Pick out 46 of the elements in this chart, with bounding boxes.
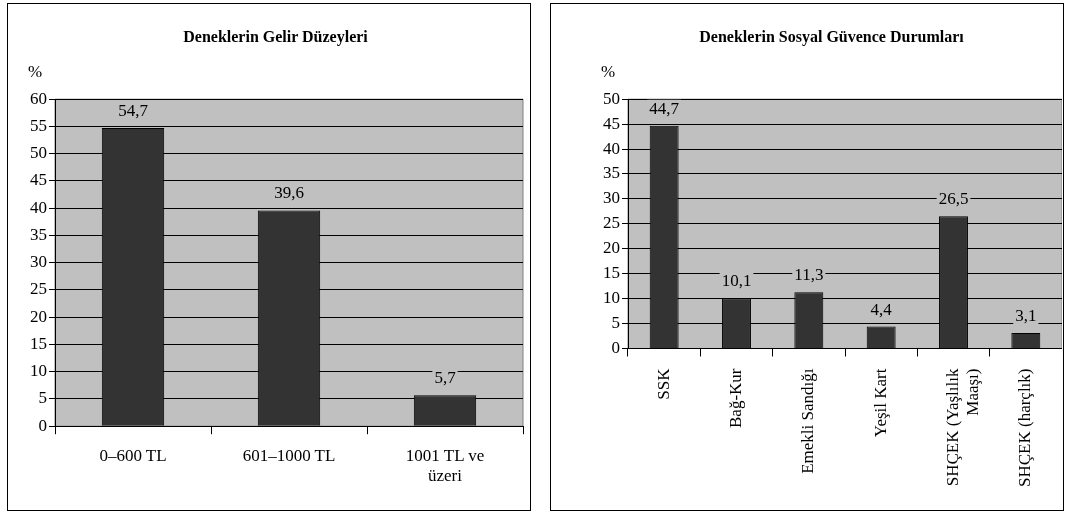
- x-tick-label: 1001 TL ve üzeri: [405, 445, 485, 486]
- x-tick-label: 0–600 TL: [99, 445, 167, 465]
- y-axis-title: %: [600, 62, 616, 82]
- y-tick-label: 20: [603, 238, 620, 258]
- x-tick-label: Emekli Sandığı: [798, 368, 818, 474]
- data-label: 39,6: [274, 183, 304, 203]
- data-label: 44,7: [649, 98, 680, 118]
- y-tick-label: 10: [603, 288, 620, 308]
- data-label: 10,1: [721, 271, 752, 291]
- data-label: 5,7: [434, 368, 457, 388]
- y-tick-label: 20: [30, 306, 47, 326]
- y-tick-label: 5: [38, 388, 47, 408]
- y-tick-label: 45: [30, 170, 47, 190]
- y-tick-label: 45: [603, 113, 620, 133]
- y-tick-label: 0: [38, 415, 47, 435]
- data-label: 26,5: [938, 189, 969, 209]
- x-tick-label: Yeşil Kart: [870, 368, 890, 438]
- data-label: 11,3: [794, 265, 824, 285]
- x-tick-label: SHÇEK (Yaşlılık Maaşı): [942, 368, 983, 487]
- y-tick-label: 15: [603, 263, 620, 283]
- data-label: 4,4: [870, 299, 893, 319]
- data-label: 3,1: [1015, 306, 1037, 326]
- y-tick-label: 30: [603, 188, 620, 208]
- y-tick-label: 35: [30, 224, 47, 244]
- y-tick-label: 10: [30, 361, 47, 381]
- y-tick-label: 35: [603, 163, 620, 183]
- y-tick-label: 25: [30, 279, 47, 299]
- y-tick-label: 60: [30, 88, 47, 108]
- y-tick-label: 40: [30, 197, 47, 217]
- y-tick-label: 25: [603, 213, 620, 233]
- y-tick-label: 0: [611, 337, 620, 357]
- y-tick-label: 15: [30, 333, 47, 353]
- x-tick-label: Bağ-Kur: [725, 368, 745, 428]
- y-tick-label: 5: [611, 313, 620, 333]
- y-axis-title: %: [27, 62, 43, 82]
- chart-title: Deneklerin Sosyal Güvence Durumları: [699, 27, 965, 46]
- chart-title: Deneklerin Gelir Düzeyleri: [183, 27, 369, 46]
- x-tick-label: SSK: [653, 367, 673, 400]
- y-tick-label: 50: [603, 88, 620, 108]
- y-tick-label: 40: [603, 138, 620, 158]
- y-tick-label: 50: [30, 143, 47, 163]
- y-tick-label: 55: [30, 115, 47, 135]
- x-tick-label: SHÇEK (harçlık): [1015, 368, 1035, 488]
- y-tick-label: 30: [30, 252, 47, 272]
- data-label: 54,7: [118, 101, 149, 121]
- x-tick-label: 601–1000 TL: [242, 445, 336, 465]
